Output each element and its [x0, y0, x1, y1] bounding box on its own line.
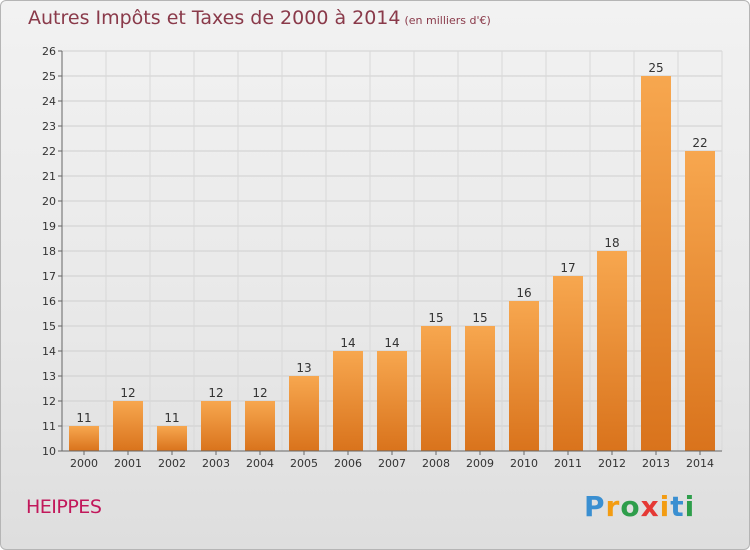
data-label: 17	[560, 261, 575, 275]
bar	[377, 351, 407, 451]
x-tick-label: 2008	[422, 457, 450, 470]
logo-letter: i	[684, 490, 696, 523]
data-label: 11	[164, 411, 179, 425]
y-tick-label: 11	[42, 420, 56, 433]
bar	[157, 426, 187, 451]
data-label: 25	[648, 61, 663, 75]
y-tick-label: 15	[42, 320, 56, 333]
y-tick-label: 23	[42, 120, 56, 133]
x-tick-label: 2001	[114, 457, 142, 470]
logo-letter: x	[640, 490, 660, 523]
y-tick-label: 21	[42, 170, 56, 183]
x-tick-label: 2006	[334, 457, 362, 470]
bar	[597, 251, 627, 451]
y-tick-label: 18	[42, 245, 56, 258]
data-label: 14	[340, 336, 355, 350]
bar	[113, 401, 143, 451]
y-tick-label: 20	[42, 195, 56, 208]
bar	[201, 401, 231, 451]
data-label: 12	[120, 386, 135, 400]
y-tick-label: 16	[42, 295, 56, 308]
y-tick-label: 24	[42, 95, 56, 108]
bar	[289, 376, 319, 451]
x-tick-label: 2004	[246, 457, 274, 470]
data-label: 12	[252, 386, 267, 400]
bar	[245, 401, 275, 451]
commune-name: HEIPPES	[26, 496, 102, 518]
bar	[333, 351, 363, 451]
data-label: 13	[296, 361, 311, 375]
bar	[685, 151, 715, 451]
x-tick-label: 2003	[202, 457, 230, 470]
x-tick-label: 2002	[158, 457, 186, 470]
y-tick-label: 14	[42, 345, 56, 358]
x-tick-label: 2013	[642, 457, 670, 470]
x-tick-label: 2000	[70, 457, 98, 470]
logo-letter: P	[584, 490, 606, 523]
proxiti-logo: Proxiti	[584, 490, 695, 523]
logo-letter: t	[670, 490, 685, 523]
bar	[465, 326, 495, 451]
logo-letter: i	[659, 490, 671, 523]
x-tick-label: 2007	[378, 457, 406, 470]
bar	[509, 301, 539, 451]
data-label: 16	[516, 286, 531, 300]
y-tick-label: 26	[42, 45, 56, 58]
data-label: 12	[208, 386, 223, 400]
x-tick-label: 2010	[510, 457, 538, 470]
data-label: 15	[428, 311, 443, 325]
chart-subtitle: (en milliers d'€)	[404, 14, 491, 27]
y-tick-label: 19	[42, 220, 56, 233]
y-tick-label: 17	[42, 270, 56, 283]
logo-letter: r	[605, 490, 621, 523]
y-tick-label: 22	[42, 145, 56, 158]
chart-title-text: Autres Impôts et Taxes de 2000 à 2014	[28, 7, 401, 29]
bar	[421, 326, 451, 451]
x-tick-label: 2005	[290, 457, 318, 470]
data-label: 14	[384, 336, 399, 350]
data-label: 15	[472, 311, 487, 325]
y-tick-label: 10	[42, 445, 56, 458]
bar	[69, 426, 99, 451]
axes: 10 11 12 13 14 15 16 17 18 19 20 21 22 23 24 25 26 2000 20…	[42, 45, 722, 470]
y-tick-label: 12	[42, 395, 56, 408]
data-label: 18	[604, 236, 619, 250]
x-tick-label: 2009	[466, 457, 494, 470]
x-tick-label: 2014	[686, 457, 714, 470]
bar	[641, 76, 671, 451]
chart-title: Autres Impôts et Taxes de 2000 à 2014 (en…	[28, 7, 491, 29]
x-tick-label: 2012	[598, 457, 626, 470]
bar	[553, 276, 583, 451]
x-tick-label: 2011	[554, 457, 582, 470]
y-tick-label: 25	[42, 70, 56, 83]
y-tick-label: 13	[42, 370, 56, 383]
data-label: 11	[76, 411, 91, 425]
bars: 11 12 11 12 12 13 14 14 15 15 16 17 18 25 22	[69, 61, 715, 451]
data-label: 22	[692, 136, 707, 150]
logo-letter: o	[620, 490, 641, 523]
